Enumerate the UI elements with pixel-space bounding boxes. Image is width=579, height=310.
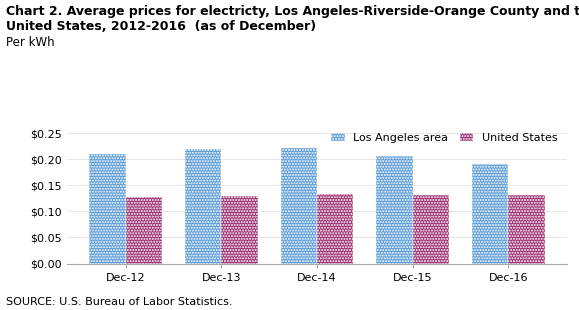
Bar [126, 197, 162, 264]
Bar [413, 195, 449, 264]
Bar [89, 154, 126, 264]
Bar [281, 148, 317, 264]
Bar [472, 164, 508, 264]
Text: Per kWh: Per kWh [6, 36, 54, 49]
Legend: Los Angeles area, United States: Los Angeles area, United States [327, 128, 562, 148]
Text: Chart 2. Average prices for electricty, Los Angeles-Riverside-Orange County and : Chart 2. Average prices for electricty, … [6, 5, 579, 18]
Bar [185, 149, 221, 264]
Text: United States, 2012-2016  (as of December): United States, 2012-2016 (as of December… [6, 20, 316, 33]
Bar [221, 196, 258, 264]
Bar [376, 156, 413, 264]
Bar [317, 194, 353, 264]
Text: SOURCE: U.S. Bureau of Labor Statistics.: SOURCE: U.S. Bureau of Labor Statistics. [6, 297, 232, 307]
Bar [508, 195, 545, 264]
